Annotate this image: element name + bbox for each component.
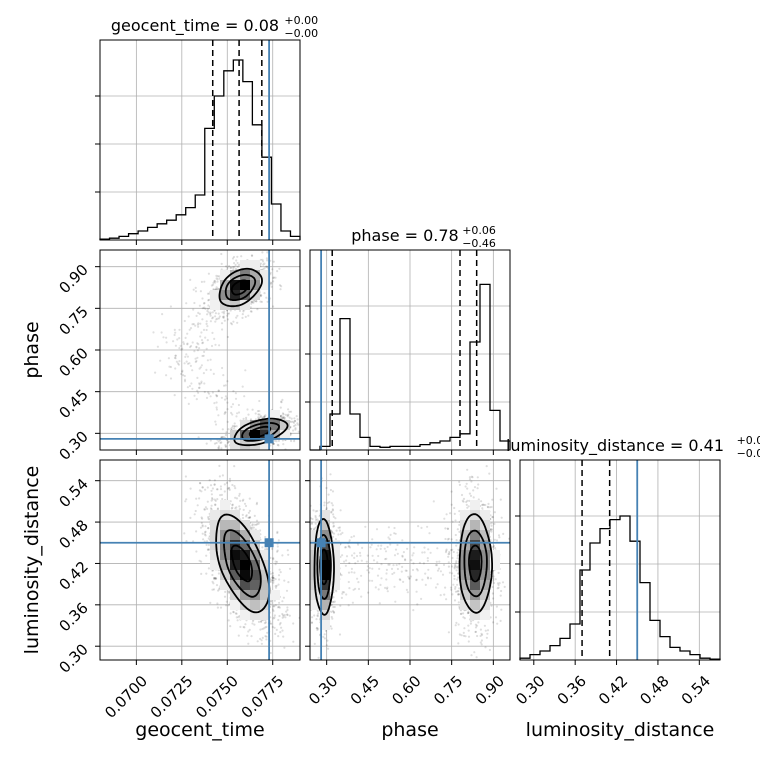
title-superscript: +0.04 <box>737 434 760 447</box>
title-subscript: −0.46 <box>462 237 496 250</box>
contour-line <box>313 518 335 616</box>
y-tick-label-luminosity_distance: 0.42 <box>55 558 91 594</box>
histogram-luminosity_distance <box>519 515 721 660</box>
title-superscript: +0.06 <box>462 224 496 237</box>
x-tick-label-phase: 0.45 <box>347 672 383 708</box>
x-tick-label-luminosity_distance: 0.48 <box>636 672 672 708</box>
hist-panel-geocent_time: geocent_time = 0.08 +0.00−0.00 <box>95 14 318 245</box>
y-tick-label-phase: 0.60 <box>55 344 91 380</box>
y-axis-label-luminosity_distance: luminosity_distance <box>21 466 43 655</box>
x-tick-label-luminosity_distance: 0.42 <box>595 672 631 708</box>
x-tick-label-luminosity_distance: 0.36 <box>554 672 590 708</box>
x-tick-label-luminosity_distance: 0.54 <box>678 672 714 708</box>
panel-title-geocent_time: geocent_time = 0.08 <box>111 16 279 36</box>
joint-panel-phase-luminosity_distance <box>305 459 511 665</box>
contour-line <box>468 544 483 583</box>
y-tick-label-luminosity_distance: 0.36 <box>55 599 91 635</box>
panel-title-luminosity_distance: luminosity_distance = 0.41 <box>506 436 724 456</box>
title-subscript: −0.00 <box>284 27 318 40</box>
title-subscript: −0.04 <box>737 447 760 460</box>
y-tick-label-luminosity_distance: 0.48 <box>55 516 91 552</box>
truth-marker <box>316 538 326 548</box>
y-tick-label-phase: 0.30 <box>55 427 91 463</box>
truth-marker <box>264 538 274 548</box>
contour-line <box>316 533 332 600</box>
density-cells <box>210 260 290 450</box>
histogram-phase <box>310 283 511 451</box>
y-tick-label-phase: 0.45 <box>55 386 91 422</box>
y-tick-label-luminosity_distance: 0.54 <box>55 475 91 511</box>
x-tick-label-luminosity_distance: 0.30 <box>512 672 548 708</box>
joint-panel-geocent_time-phase <box>95 249 301 455</box>
joint-panel-geocent_time-luminosity_distance <box>95 459 301 665</box>
contour-line <box>319 548 329 586</box>
x-axis-label-luminosity_distance: luminosity_distance <box>526 719 715 741</box>
x-tick-label-phase: 0.60 <box>388 672 424 708</box>
x-tick-label-geocent_time: 0.0750 <box>192 672 242 722</box>
panel-frame <box>309 249 511 451</box>
y-axis-label-phase: phase <box>21 321 43 378</box>
y-tick-label-luminosity_distance: 0.30 <box>55 640 91 676</box>
x-tick-label-phase: 0.90 <box>472 672 508 708</box>
x-tick-label-phase: 0.75 <box>430 672 466 708</box>
panel-frame <box>99 459 301 661</box>
hist-panel-phase: phase = 0.78 +0.06−0.46 <box>305 224 511 455</box>
x-tick-label-geocent_time: 0.0700 <box>101 672 151 722</box>
hist-panel-luminosity_distance: luminosity_distance = 0.41 +0.04−0.04 <box>506 434 760 665</box>
x-tick-label-geocent_time: 0.0775 <box>238 672 288 722</box>
contour-line <box>230 544 253 583</box>
contour-line <box>463 529 488 598</box>
contour-line <box>223 529 262 598</box>
x-tick-label-geocent_time: 0.0725 <box>147 672 197 722</box>
x-axis-label-phase: phase <box>381 719 438 741</box>
y-tick-label-phase: 0.75 <box>55 302 91 338</box>
contour-line <box>458 513 493 614</box>
contour-line <box>230 279 250 296</box>
contour-line <box>218 267 263 308</box>
x-tick-label-phase: 0.30 <box>305 672 341 708</box>
histogram-geocent_time <box>99 59 301 240</box>
truth-marker <box>264 434 274 444</box>
contour-line <box>224 274 257 301</box>
panel-frame <box>99 39 301 241</box>
panel-frame <box>519 459 721 661</box>
y-tick-label-phase: 0.90 <box>55 261 91 297</box>
panel-title-phase: phase = 0.78 <box>351 226 458 245</box>
title-superscript: +0.00 <box>284 14 318 27</box>
x-axis-label-geocent_time: geocent_time <box>135 719 264 741</box>
